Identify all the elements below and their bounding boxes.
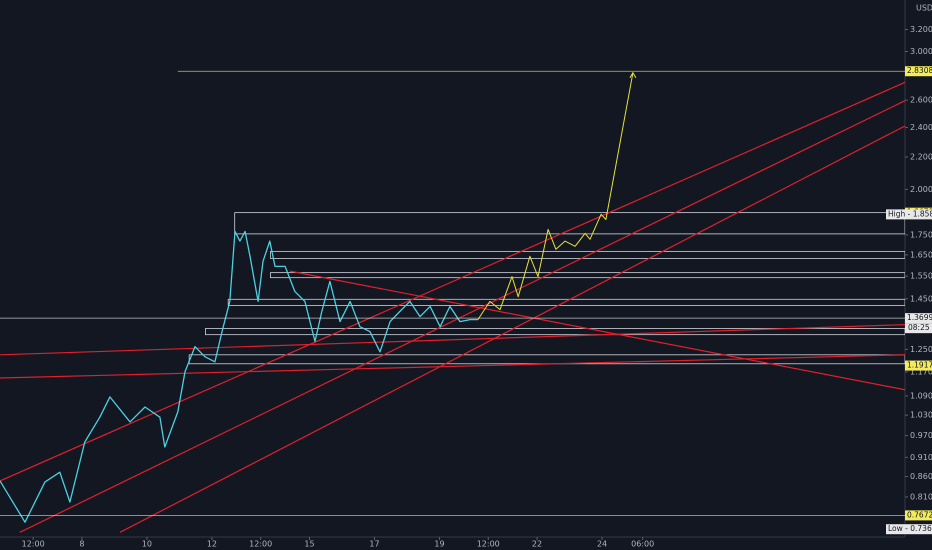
level-zone: [234, 212, 905, 235]
level-zone: [270, 272, 905, 279]
price-tag: [905, 510, 932, 521]
y-tick-label: 1.5500: [910, 272, 932, 281]
trendline: [0, 81, 905, 482]
x-tick-label: 8: [79, 540, 84, 549]
y-tick-label: 1.0900: [910, 391, 932, 400]
countdown-tag: [905, 323, 932, 334]
price-tag: [905, 66, 932, 77]
y-tick-label: 1.1700: [910, 367, 932, 376]
trendline: [289, 270, 905, 391]
trendline: [0, 324, 905, 356]
price-line: [0, 230, 478, 523]
x-tick-label: 19: [434, 540, 444, 549]
trendline: [0, 354, 905, 379]
price-tag-label: 2.8308: [907, 66, 932, 75]
x-tick-label: 12:00: [22, 540, 45, 549]
y-tick-label: 1.6500: [910, 250, 932, 259]
price-tag-label: High - 1.8585: [888, 209, 932, 218]
y-tick-label: 0.8100: [910, 492, 932, 501]
x-tick-label: 17: [369, 540, 379, 549]
y-tick-label: 3.0000: [910, 47, 932, 56]
price-tag-label: Low - 0.7367: [888, 524, 932, 533]
currency: USD: [916, 4, 932, 13]
price-tag: [886, 524, 932, 535]
trendline: [119, 125, 905, 533]
y-tick-label: 1.2500: [910, 345, 932, 354]
plot-area: [0, 70, 905, 533]
price-tag-label: 0.7672: [907, 510, 932, 519]
x-tick-label: 12:00: [249, 540, 272, 549]
y-tick-label: 1.4500: [910, 294, 932, 303]
projection-path: [477, 72, 634, 320]
x-tick-label: 12: [207, 540, 217, 549]
x-tick-label: 10: [142, 540, 152, 549]
countdown: 08:25: [908, 323, 930, 332]
y-tick-label: 2.6000: [910, 96, 932, 105]
x-tick-label: 15: [304, 540, 314, 549]
x-tick-label: 22: [532, 540, 542, 549]
price-tag: [905, 313, 932, 324]
y-tick-label: 2.4000: [910, 123, 932, 132]
y-tick-label: 1.7500: [910, 230, 932, 239]
x-tick-label: 06:00: [631, 540, 654, 549]
price-tag-label: 1.1917: [907, 361, 932, 370]
level-zone: [205, 328, 905, 336]
level-zone: [227, 298, 905, 306]
projection-arrow: [629, 71, 637, 79]
price-tag: [886, 209, 932, 220]
y-tick-label: 2.0000: [910, 185, 932, 194]
price-tag: [905, 360, 932, 371]
x-tick-label: 24: [597, 540, 607, 549]
trendline: [19, 100, 905, 533]
level-zone: [270, 250, 905, 259]
price-tag-label: 1.3699: [907, 313, 932, 322]
y-tick-label: 3.2000: [910, 25, 932, 34]
y-tick-label: 2.2000: [910, 152, 932, 161]
x-tick-label: 12:00: [477, 540, 500, 549]
